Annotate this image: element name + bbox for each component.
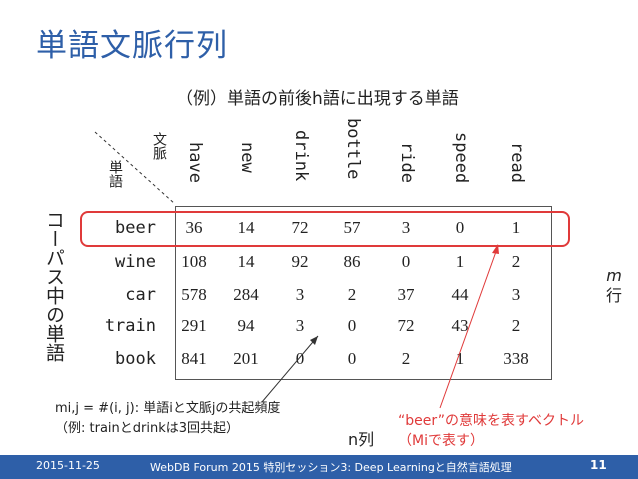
matrix-cell: 43 — [451, 316, 469, 335]
beer-arrow-head — [492, 244, 499, 254]
matrix-cell: 1 — [455, 252, 465, 271]
matrix-cell: 72 — [291, 218, 309, 237]
beer-vector-note: “beer”の意味を表すベクトル （Miで表す） — [398, 411, 584, 451]
matrix-cell: 37 — [397, 285, 415, 304]
corner-context-label: 文脈 — [151, 132, 167, 160]
column-header-read: read — [507, 142, 527, 183]
matrix-cell: 0 — [455, 218, 465, 237]
matrix-cell: 578 — [181, 285, 207, 304]
corner-word-label: 単語 — [107, 160, 123, 188]
matrix-cell: 1 — [511, 218, 521, 237]
matrix-cell: 0 — [295, 349, 305, 368]
formula-line-1: mi,j = #(i, j): 単語iと文脈jの共起頻度 — [55, 401, 281, 416]
matrix-cell: 0 — [401, 252, 411, 271]
cooccurrence-formula: mi,j = #(i, j): 単語iと文脈jの共起頻度 （例: trainとd… — [55, 399, 280, 439]
matrix-cell: 2 — [347, 285, 357, 304]
matrix-cell: 14 — [237, 252, 255, 271]
matrix-cell: 0 — [347, 316, 357, 335]
beer-row-highlight — [80, 211, 570, 247]
matrix-cell: 2 — [511, 252, 521, 271]
column-header-speed: speed — [451, 132, 471, 184]
row-header-car: car — [125, 285, 156, 305]
m-symbol: m — [606, 266, 622, 285]
column-header-have: have — [185, 142, 205, 183]
matrix-cell: 86 — [343, 252, 361, 271]
row-header-beer: beer — [115, 218, 156, 238]
footer-bar — [0, 455, 638, 479]
row-header-wine: wine — [115, 252, 156, 272]
matrix-cell: 108 — [181, 252, 207, 271]
matrix-cell: 338 — [503, 349, 529, 368]
matrix-cell: 3 — [295, 285, 305, 304]
matrix-cell: 3 — [511, 285, 521, 304]
matrix-cell: 94 — [237, 316, 255, 335]
matrix-cell: 0 — [347, 349, 357, 368]
n-columns-label: n列 — [348, 430, 375, 449]
column-header-drink: drink — [291, 130, 311, 182]
formula-arrow-line — [261, 335, 319, 403]
matrix-cell: 3 — [295, 316, 305, 335]
matrix-cell: 2 — [401, 349, 411, 368]
matrix-cell: 44 — [451, 285, 469, 304]
footer-date: 2015-11-25 — [36, 459, 100, 472]
beer-note-line-1: “beer”の意味を表すベクトル — [398, 413, 584, 429]
formula-arrow-head — [310, 336, 318, 345]
matrix-cell: 1 — [455, 349, 465, 368]
matrix-cell: 3 — [401, 218, 411, 237]
slide-subtitle: （例）単語の前後h語に出現する単語 — [176, 89, 459, 109]
matrix-cell: 72 — [397, 316, 415, 335]
column-header-ride: ride — [397, 142, 417, 183]
matrix-cell: 57 — [343, 218, 361, 237]
beer-note-line-2: （Miで表す） — [398, 433, 484, 449]
rows-char: 行 — [605, 286, 622, 305]
beer-arrow-line — [439, 245, 499, 409]
slide-title: 単語文脈行列 — [36, 28, 228, 64]
matrix-frame — [175, 206, 552, 380]
matrix-cell: 36 — [185, 218, 203, 237]
corpus-words-label: コーパス中の単語 — [43, 210, 65, 362]
matrix-cell: 2 — [511, 316, 521, 335]
matrix-cell: 14 — [237, 218, 255, 237]
matrix-cell: 92 — [291, 252, 309, 271]
m-rows-label: m 行 — [600, 266, 628, 306]
matrix-cell: 291 — [181, 316, 207, 335]
row-header-train: train — [104, 316, 156, 336]
column-header-bottle: bottle — [343, 118, 363, 180]
formula-line-2: （例: trainとdrinkは3回共起） — [55, 421, 240, 436]
column-header-new: new — [237, 142, 257, 173]
footer-event: WebDB Forum 2015 特別セッション3: Deep Learning… — [150, 461, 512, 474]
row-header-book: book — [115, 349, 156, 369]
page-number: 11 — [590, 458, 607, 472]
matrix-cell: 841 — [181, 349, 207, 368]
diagonal-divider — [94, 131, 176, 205]
matrix-cell: 284 — [233, 285, 259, 304]
matrix-cell: 201 — [233, 349, 259, 368]
